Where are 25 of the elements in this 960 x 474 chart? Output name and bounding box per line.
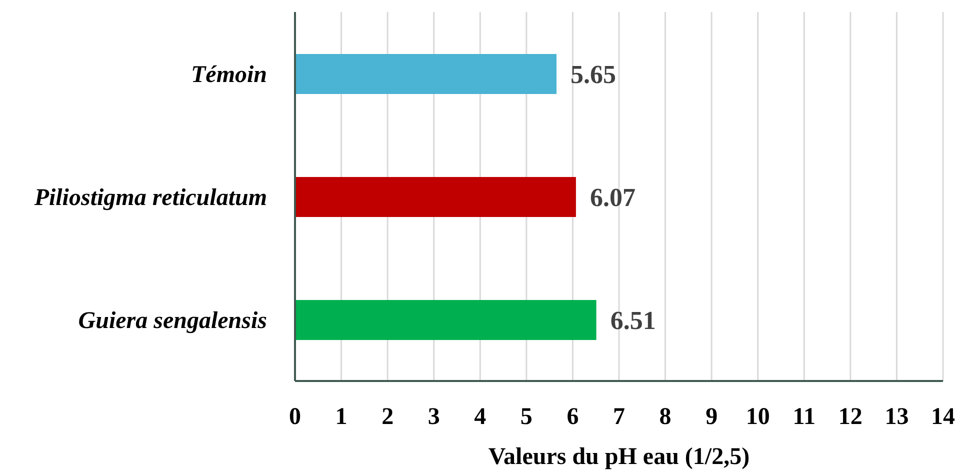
data-label: 6.07 bbox=[590, 183, 636, 212]
x-tick-label: 1 bbox=[335, 404, 348, 430]
x-tick-label: 11 bbox=[792, 404, 816, 430]
x-tick-label: 2 bbox=[382, 404, 394, 430]
bar bbox=[295, 54, 557, 94]
bar bbox=[295, 177, 576, 217]
x-tick-label: 9 bbox=[706, 404, 718, 430]
x-tick-label: 7 bbox=[613, 404, 625, 430]
x-tick-label: 10 bbox=[746, 404, 770, 430]
y-tick-label: Témoin bbox=[191, 62, 267, 88]
y-tick-label: Guiera sengalensis bbox=[78, 308, 267, 334]
x-tick-label: 8 bbox=[659, 404, 672, 430]
data-label: 6.51 bbox=[610, 306, 656, 336]
x-tick-label: 14 bbox=[931, 404, 955, 430]
data-label: 5.65 bbox=[570, 60, 616, 90]
x-tick-label: 3 bbox=[428, 404, 440, 430]
x-tick-label: 4 bbox=[474, 404, 486, 430]
bar bbox=[295, 300, 596, 340]
x-tick-label: 0 bbox=[289, 404, 301, 430]
x-tick-label: 5 bbox=[520, 404, 532, 430]
x-tick-label: 13 bbox=[884, 404, 909, 430]
x-tick-label: 12 bbox=[838, 404, 862, 430]
x-tick-label: 6 bbox=[566, 404, 579, 430]
y-tick-label: Piliostigma reticulatum bbox=[33, 185, 267, 212]
x-axis-title: Valeurs du pH eau (1/2,5) bbox=[488, 444, 750, 470]
